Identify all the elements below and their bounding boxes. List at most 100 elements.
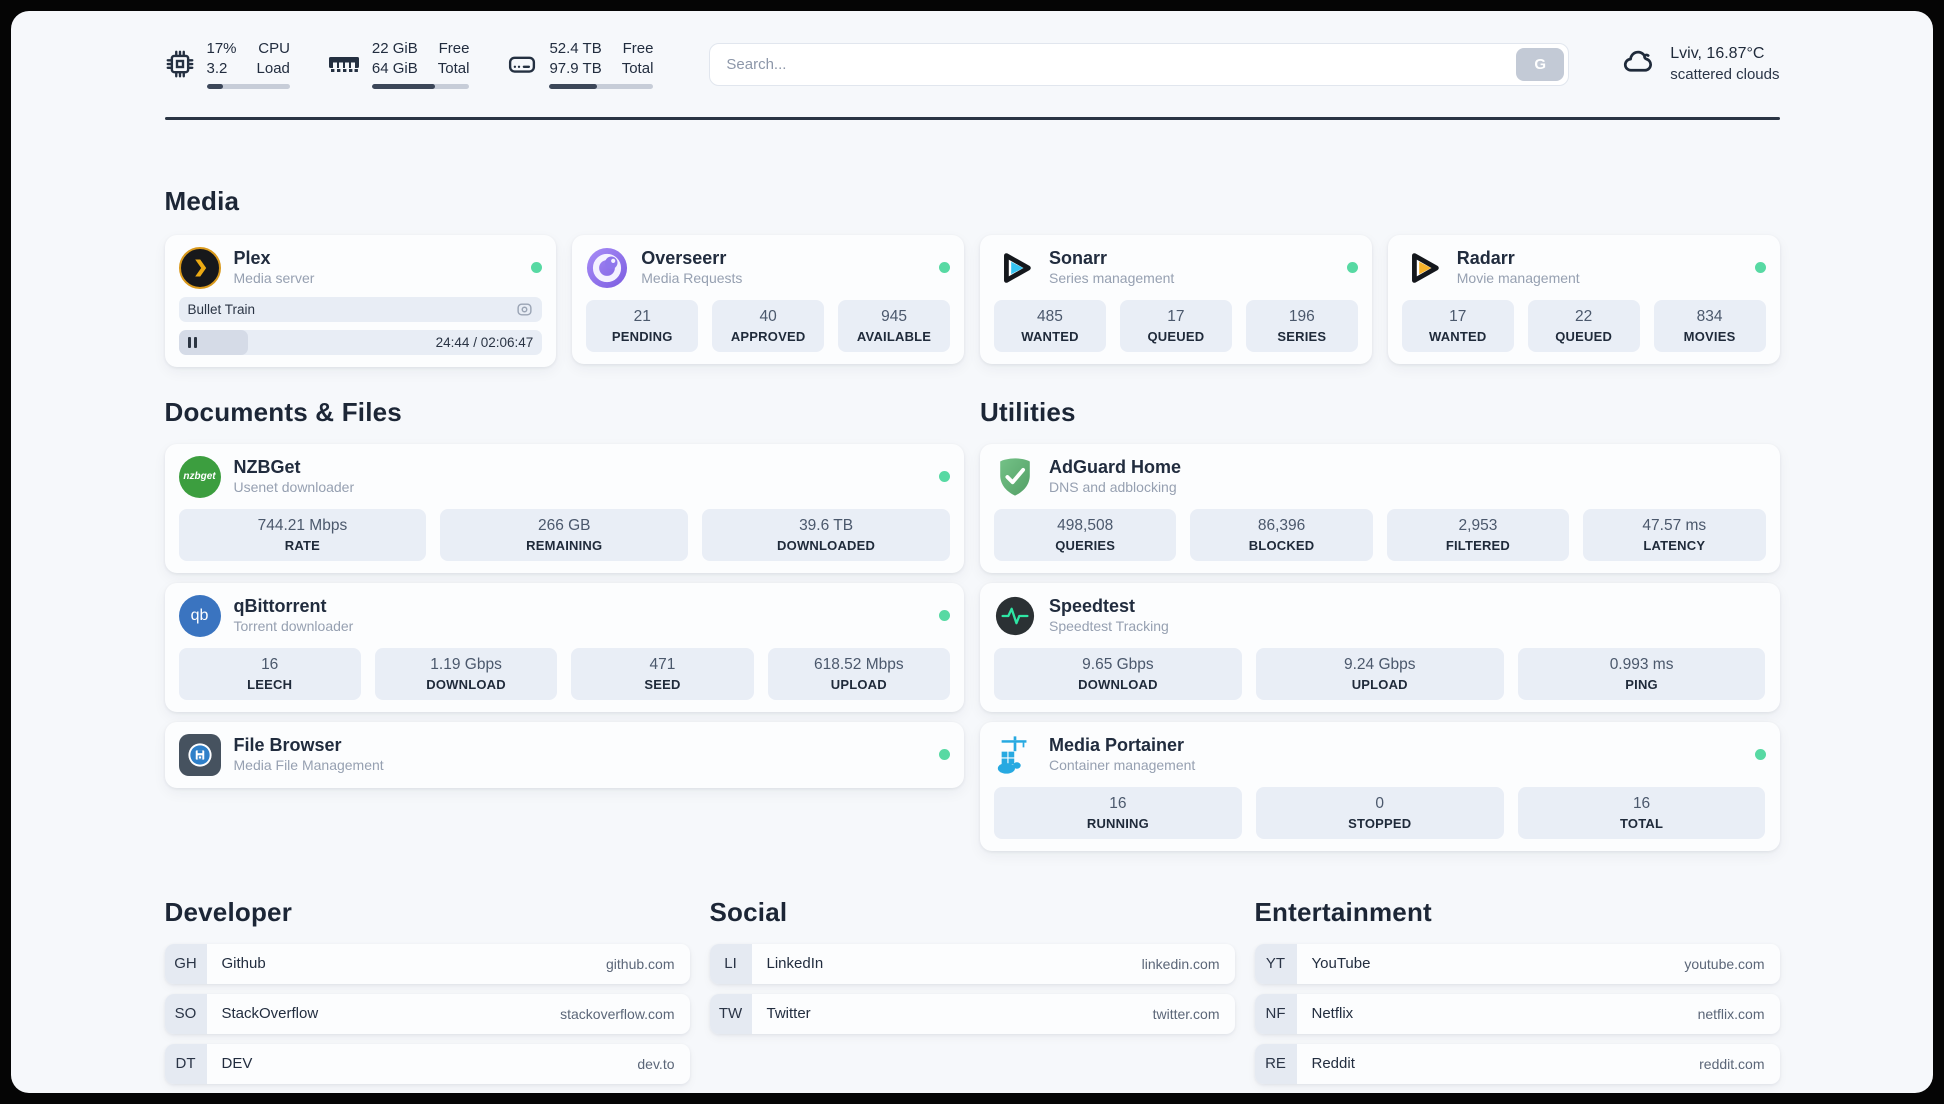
ram-free-value: 22 GiB <box>371 40 418 57</box>
app-name: Plex <box>233 247 271 268</box>
stat-latency: 47.57 ms LATENCY <box>1583 508 1766 561</box>
stat-series: 196 SERIES <box>1245 299 1358 352</box>
section-title-social: Social <box>709 896 788 927</box>
weather-location: Lviv, 16.87°C <box>1670 45 1765 63</box>
app-name: Radarr <box>1456 247 1515 268</box>
stat-upload: 618.52 Mbps UPLOAD <box>767 647 950 700</box>
header-divider <box>164 117 1780 120</box>
session-screen-icon[interactable] <box>516 301 533 318</box>
app-card-adguard[interactable]: AdGuard Home DNS and adblocking 498,508 … <box>980 443 1780 573</box>
section-title-entertainment: Entertainment <box>1254 896 1432 927</box>
app-card-nzbget[interactable]: nzbget NZBGet Usenet downloader 744.21 M… <box>164 443 964 573</box>
ram-total-label: Total <box>437 59 470 77</box>
app-subtitle: Series management <box>1049 270 1175 287</box>
app-subtitle: Speedtest Tracking <box>1049 618 1169 635</box>
stat-total: 16 TOTAL <box>1517 786 1766 839</box>
app-name: Overseerr <box>641 247 727 268</box>
app-name: Sonarr <box>1049 247 1108 268</box>
section-title-developer: Developer <box>164 896 293 927</box>
cpu-icon <box>165 49 195 79</box>
stat-leech: 16 LEECH <box>178 647 361 700</box>
stat-rate: 744.21 Mbps RATE <box>178 508 427 561</box>
stackoverflow-icon: SO <box>164 993 207 1034</box>
ram-progress-fill <box>371 84 436 89</box>
app-subtitle: Torrent downloader <box>233 618 354 635</box>
section-title-media: Media <box>164 185 240 216</box>
status-dot <box>939 610 950 621</box>
link-netflix[interactable]: NF Netflix netflix.com <box>1254 993 1780 1034</box>
stat-available: 945 AVAILABLE <box>838 299 951 352</box>
portainer-icon <box>994 734 1036 776</box>
link-twitter[interactable]: TW Twitter twitter.com <box>709 993 1235 1034</box>
dashboard-page: 17% 3.2 CPU Load <box>11 11 1933 1093</box>
youtube-icon: YT <box>1254 943 1297 984</box>
app-card-plex[interactable]: Plex Media server Bullet Train 24:44 / 0… <box>164 234 557 367</box>
section-title-documents: Documents & Files <box>164 396 402 427</box>
system-stats: 17% 3.2 CPU Load <box>165 39 654 89</box>
stat-ping: 0.993 ms PING <box>1517 647 1766 700</box>
ram-icon <box>328 53 360 75</box>
radarr-icon <box>1402 247 1444 289</box>
disk-progress-fill <box>549 84 598 89</box>
app-card-sonarr[interactable]: Sonarr Series management 485 WANTED 17 Q… <box>980 234 1372 364</box>
stat-blocked: 86,396 BLOCKED <box>1190 508 1373 561</box>
app-name: File Browser <box>233 734 342 755</box>
netflix-icon: NF <box>1254 993 1297 1034</box>
app-card-filebrowser[interactable]: File Browser Media File Management <box>164 721 964 788</box>
stat-queued: 17 QUEUED <box>1119 299 1232 352</box>
search-engine-button[interactable]: G <box>1516 47 1565 81</box>
stat-download: 1.19 Gbps DOWNLOAD <box>374 647 558 700</box>
stat-stopped: 0 STOPPED <box>1255 786 1504 839</box>
cpu-load-value: 3.2 <box>206 59 228 77</box>
cpu-progress-fill <box>206 84 224 89</box>
qbittorrent-icon: qb <box>178 594 221 637</box>
link-reddit[interactable]: RE Reddit reddit.com <box>1254 1043 1780 1084</box>
stat-movies: 834 MOVIES <box>1653 299 1766 352</box>
app-card-qbittorrent[interactable]: qb qBittorrent Torrent downloader 16 LEE… <box>164 582 964 712</box>
linkedin-icon: LI <box>709 943 752 984</box>
status-dot <box>939 262 950 273</box>
filebrowser-icon <box>178 733 221 776</box>
cpu-label: CPU <box>258 40 290 57</box>
stat-queued: 22 QUEUED <box>1527 299 1640 352</box>
stat-filtered: 2,953 FILTERED <box>1386 508 1570 561</box>
disk-widget: 52.4 TB 97.9 TB Free Total <box>507 39 654 89</box>
pause-icon[interactable] <box>187 336 197 348</box>
disk-total-label: Total <box>621 59 654 77</box>
ram-widget: 22 GiB 64 GiB Free Total <box>328 39 470 89</box>
search-bar: G <box>709 42 1570 86</box>
app-card-speedtest[interactable]: Speedtest Speedtest Tracking 9.65 Gbps D… <box>980 582 1780 712</box>
ram-free-label: Free <box>438 40 470 57</box>
stat-upload: 9.24 Gbps UPLOAD <box>1255 647 1504 700</box>
weather-condition: scattered clouds <box>1670 66 1780 84</box>
app-subtitle: DNS and adblocking <box>1049 479 1177 496</box>
link-github[interactable]: GH Github github.com <box>164 943 690 984</box>
stat-wanted: 17 WANTED <box>1401 299 1514 352</box>
adguard-icon <box>994 456 1036 498</box>
app-name: qBittorrent <box>233 595 327 616</box>
app-subtitle: Usenet downloader <box>233 479 355 496</box>
app-card-overseerr[interactable]: Overseerr Media Requests 21 PENDING 40 A… <box>572 234 964 364</box>
sonarr-icon <box>994 247 1036 289</box>
disk-total-value: 97.9 TB <box>549 59 602 77</box>
cloud-icon <box>1621 44 1657 85</box>
link-dev[interactable]: DT DEV dev.to <box>164 1043 690 1084</box>
app-subtitle: Media Requests <box>641 270 743 287</box>
disk-icon <box>507 49 537 79</box>
link-youtube[interactable]: YT YouTube youtube.com <box>1254 943 1780 984</box>
status-dot <box>531 262 543 273</box>
app-name: AdGuard Home <box>1049 456 1182 477</box>
app-card-radarr[interactable]: Radarr Movie management 17 WANTED 22 QUE… <box>1387 234 1780 364</box>
search-input[interactable] <box>709 42 1570 86</box>
status-dot <box>1754 262 1766 273</box>
cpu-progress-track <box>206 84 290 89</box>
status-dot <box>939 471 950 482</box>
link-stackoverflow[interactable]: SO StackOverflow stackoverflow.com <box>164 993 690 1034</box>
link-linkedin[interactable]: LI LinkedIn linkedin.com <box>709 943 1235 984</box>
app-card-portainer[interactable]: Media Portainer Container management 16 … <box>980 721 1780 851</box>
playback-progress-row: 24:44 / 02:06:47 <box>178 329 543 355</box>
now-playing-row: Bullet Train <box>178 296 543 322</box>
speedtest-icon <box>994 595 1036 637</box>
playback-time: 24:44 / 02:06:47 <box>435 334 534 350</box>
